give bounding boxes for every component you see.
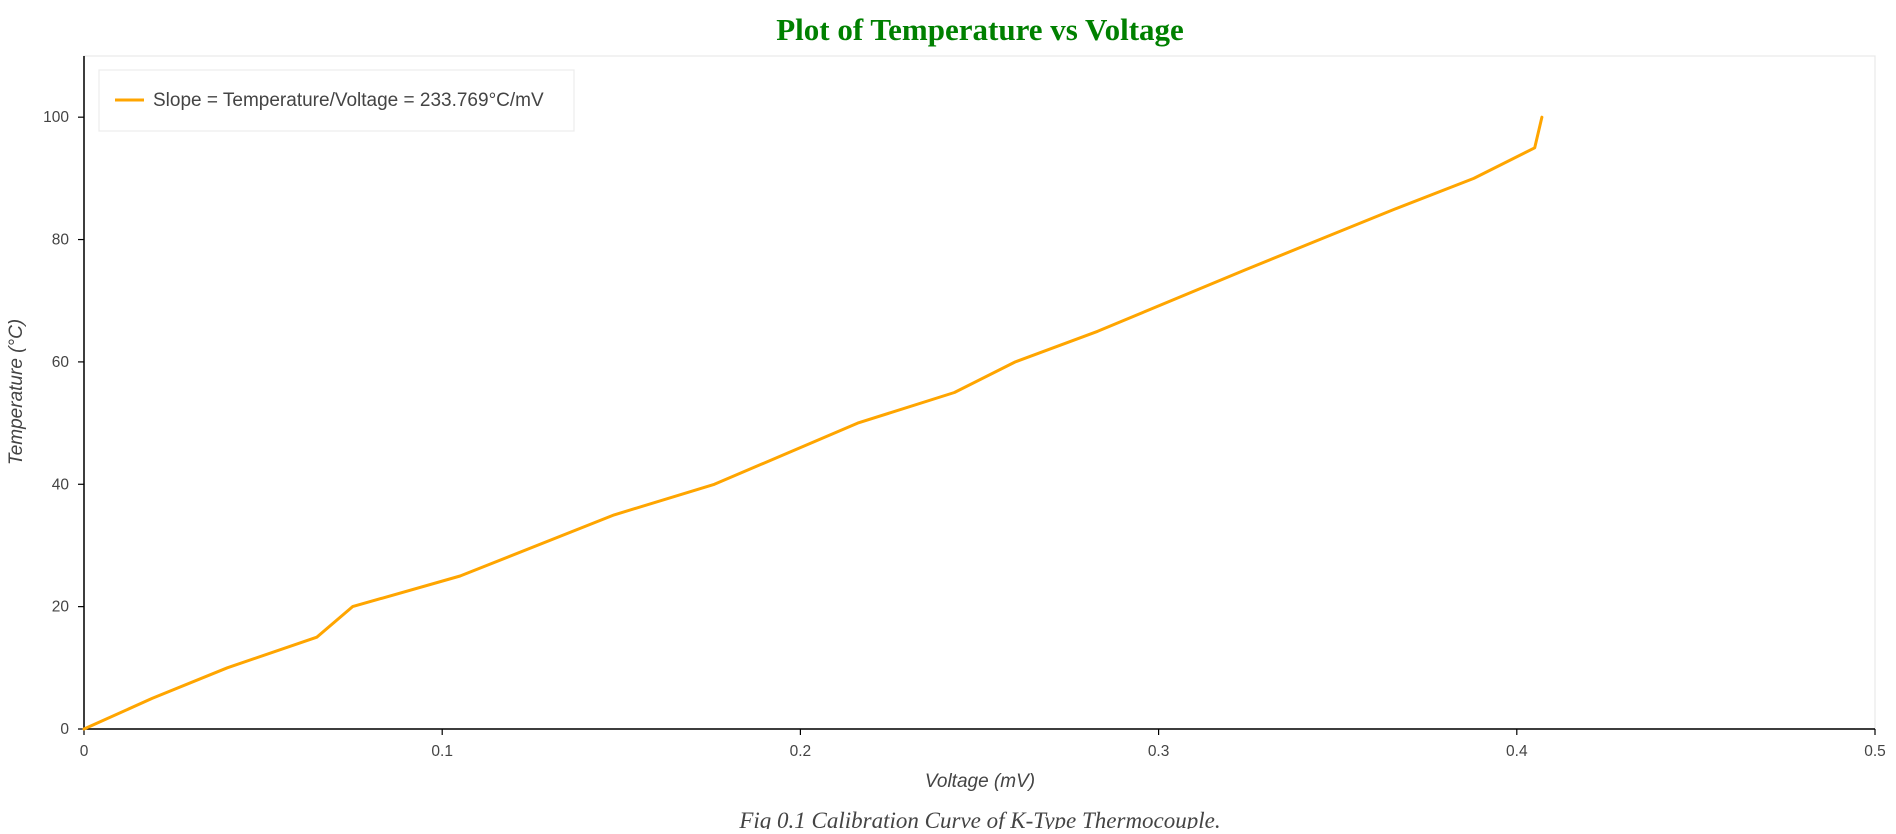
y-tick-label: 20	[52, 599, 70, 616]
x-tick-label: 0	[80, 743, 89, 760]
y-axis-ticks: 0 20 40 60 80 100	[43, 109, 84, 738]
x-axis-ticks: 0 0.1 0.2 0.3 0.4 0.5	[80, 729, 1886, 760]
x-tick-label: 0.3	[1148, 743, 1170, 760]
y-axis-label: Temperature (°C)	[6, 319, 27, 465]
y-tick-label: 60	[52, 354, 70, 371]
y-tick-label: 80	[52, 232, 70, 249]
x-axis-label: Voltage (mV)	[925, 771, 1035, 792]
plot-frame	[83, 55, 1876, 730]
series-line	[82, 115, 1544, 731]
legend: Slope = Temperature/Voltage = 233.769°C/…	[98, 69, 575, 132]
x-tick-label: 0.2	[790, 743, 812, 760]
figure-caption: Fig 0.1 Calibration Curve of K-Type Ther…	[738, 808, 1220, 829]
x-tick-label: 0.1	[431, 743, 453, 760]
legend-label: Slope = Temperature/Voltage = 233.769°C/…	[153, 90, 544, 111]
y-tick-label: 0	[60, 721, 69, 738]
series-layer	[82, 115, 1544, 731]
legend-box	[98, 69, 575, 132]
y-tick-label: 40	[52, 476, 70, 493]
x-tick-label: 0.5	[1864, 743, 1886, 760]
chart-title: Plot of Temperature vs Voltage	[776, 12, 1184, 47]
y-tick-label: 100	[43, 109, 69, 126]
x-tick-label: 0.4	[1506, 743, 1528, 760]
